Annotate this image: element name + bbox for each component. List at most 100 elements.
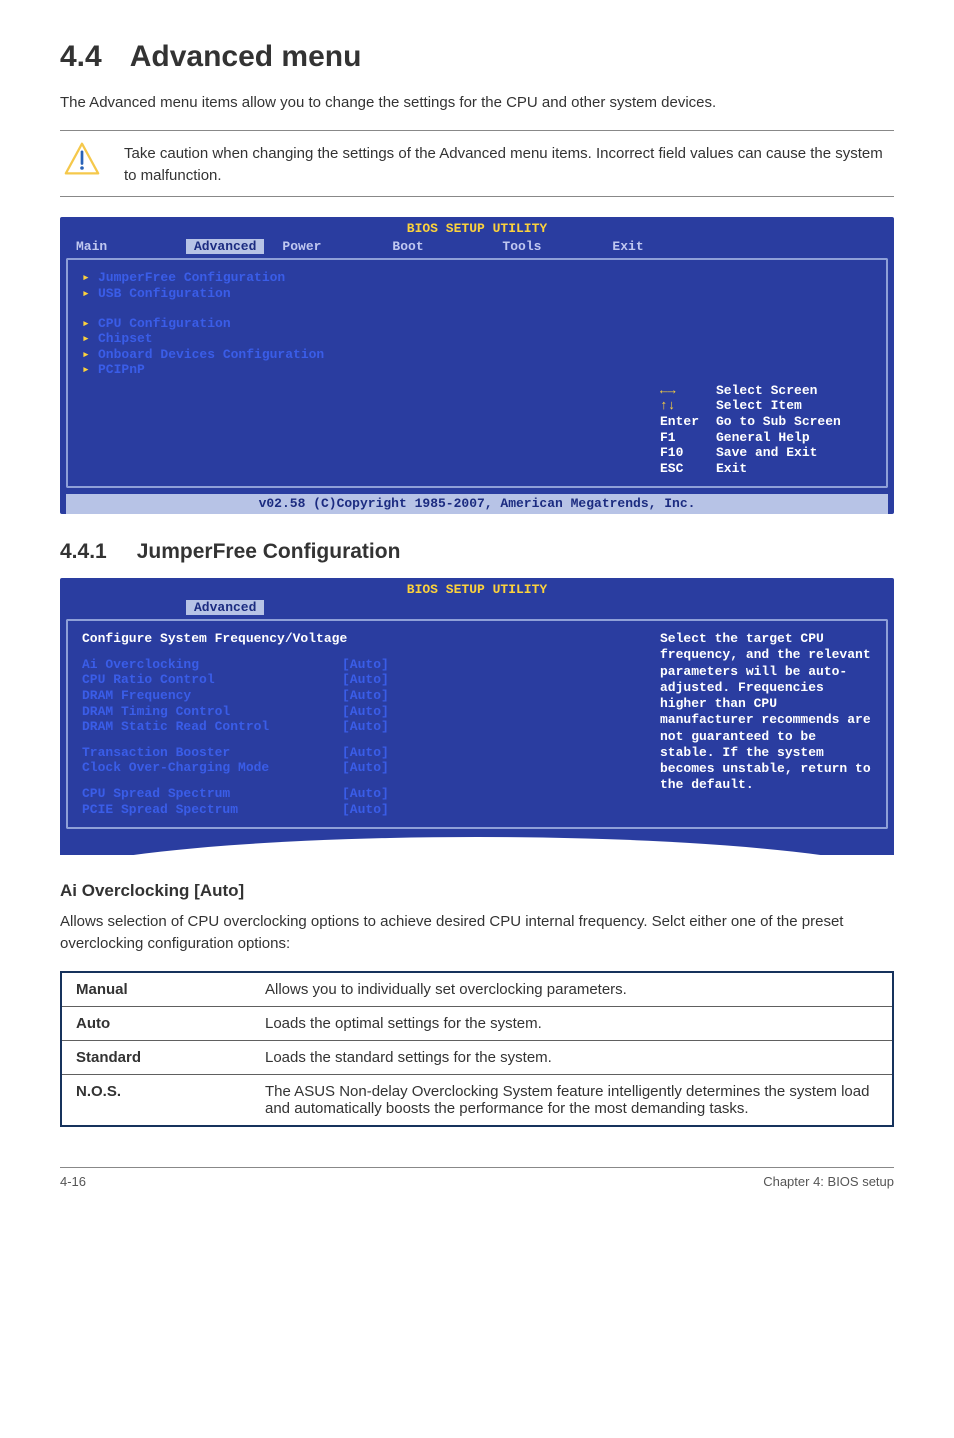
config-row[interactable]: CPU Spread Spectrum[Auto] — [82, 786, 634, 802]
help-text: Exit — [716, 461, 747, 477]
tab-tools[interactable]: Tools — [502, 239, 612, 255]
tab-advanced[interactable]: Advanced — [186, 239, 264, 255]
subsection-title-text: JumperFree Configuration — [137, 540, 401, 563]
help-key: Enter — [660, 414, 716, 430]
submenu-arrow-icon: ▸ — [82, 347, 98, 363]
config-key: CPU Ratio Control — [82, 672, 342, 688]
section-heading: 4.4 Advanced menu — [60, 40, 894, 74]
option-heading: Ai Overclocking [Auto] — [60, 881, 894, 901]
option-key: Standard — [61, 1040, 251, 1074]
option-desc: The ASUS Non-delay Overclocking System f… — [251, 1074, 893, 1126]
submenu-arrow-icon: ▸ — [82, 270, 98, 286]
menu-item[interactable]: ▸Chipset — [82, 331, 634, 347]
submenu-arrow-icon: ▸ — [82, 286, 98, 302]
config-value: [Auto] — [342, 760, 389, 776]
bios-menu-list: ▸JumperFree Configuration ▸USB Configura… — [66, 258, 648, 488]
page-number: 4-16 — [60, 1174, 86, 1189]
config-value: [Auto] — [342, 786, 389, 802]
panel-notch — [634, 847, 672, 861]
section-title-text: Advanced menu — [130, 40, 362, 73]
config-key: Transaction Booster — [82, 745, 342, 761]
config-key: DRAM Timing Control — [82, 704, 342, 720]
help-key: F1 — [660, 430, 716, 446]
config-key: Ai Overclocking — [82, 657, 342, 673]
bios-panel-advanced: BIOS SETUP UTILITY Main Advanced Power B… — [60, 217, 894, 514]
bios-panel-jumperfree: BIOS SETUP UTILITY Advanced Configure Sy… — [60, 578, 894, 835]
submenu-arrow-icon: ▸ — [82, 316, 98, 332]
config-key: Clock Over-Charging Mode — [82, 760, 342, 776]
help-key: F10 — [660, 445, 716, 461]
option-desc: Loads the optimal settings for the syste… — [251, 1006, 893, 1040]
page-footer: 4-16 Chapter 4: BIOS setup — [60, 1167, 894, 1189]
menu-label: CPU Configuration — [98, 316, 231, 332]
table-row: Manual Allows you to individually set ov… — [61, 972, 893, 1007]
help-key: ↑↓ — [660, 398, 716, 414]
section-number: 4.4 — [60, 40, 102, 73]
bios-tab-bar: Main Advanced Power Boot Tools Exit — [60, 239, 894, 259]
config-row[interactable]: PCIE Spread Spectrum[Auto] — [82, 802, 634, 818]
help-text: Save and Exit — [716, 445, 817, 461]
submenu-arrow-icon: ▸ — [82, 331, 98, 347]
menu-label: JumperFree Configuration — [98, 270, 285, 286]
config-row[interactable]: Clock Over-Charging Mode[Auto] — [82, 760, 634, 776]
menu-item[interactable]: ▸PCIPnP — [82, 362, 634, 378]
config-heading: Configure System Frequency/Voltage — [82, 631, 634, 647]
caution-callout: Take caution when changing the settings … — [60, 130, 894, 198]
bios-copyright: v02.58 (C)Copyright 1985-2007, American … — [66, 494, 888, 514]
menu-item[interactable]: ▸Onboard Devices Configuration — [82, 347, 634, 363]
menu-label: USB Configuration — [98, 286, 231, 302]
table-row: Auto Loads the optimal settings for the … — [61, 1006, 893, 1040]
table-row: Standard Loads the standard settings for… — [61, 1040, 893, 1074]
bios-tab-bar-single: Advanced — [60, 600, 894, 620]
caution-icon — [64, 141, 100, 177]
config-value: [Auto] — [342, 719, 389, 735]
help-key: ←→ — [660, 383, 716, 399]
option-key: N.O.S. — [61, 1074, 251, 1126]
help-text: Select Item — [716, 398, 802, 414]
config-row[interactable]: Transaction Booster[Auto] — [82, 745, 634, 761]
menu-item[interactable]: ▸JumperFree Configuration — [82, 270, 634, 286]
option-desc: Loads the standard settings for the syst… — [251, 1040, 893, 1074]
bios-title: BIOS SETUP UTILITY — [60, 578, 894, 600]
subsection-heading: 4.4.1 JumperFree Configuration — [60, 540, 894, 564]
config-row[interactable]: CPU Ratio Control[Auto] — [82, 672, 634, 688]
config-row[interactable]: Ai Overclocking[Auto] — [82, 657, 634, 673]
help-key: ESC — [660, 461, 716, 477]
tab-advanced[interactable]: Advanced — [186, 600, 264, 616]
subsection-number: 4.4.1 — [60, 540, 107, 563]
help-text: Select Screen — [716, 383, 817, 399]
menu-label: PCIPnP — [98, 362, 145, 378]
tab-main[interactable]: Main — [76, 239, 186, 255]
config-value: [Auto] — [342, 704, 389, 720]
config-key: DRAM Static Read Control — [82, 719, 342, 735]
bios-help-pane: ←→Select Screen ↑↓Select Item EnterGo to… — [648, 258, 888, 488]
config-description: Select the target CPU frequency, and the… — [660, 631, 874, 801]
config-key: PCIE Spread Spectrum — [82, 802, 342, 818]
menu-label: Chipset — [98, 331, 153, 347]
menu-label: Onboard Devices Configuration — [98, 347, 324, 363]
config-key: DRAM Frequency — [82, 688, 342, 704]
tab-power[interactable]: Power — [282, 239, 392, 255]
tab-exit[interactable]: Exit — [612, 239, 722, 255]
submenu-arrow-icon: ▸ — [82, 362, 98, 378]
tab-boot[interactable]: Boot — [392, 239, 502, 255]
bios-config-list: Configure System Frequency/Voltage Ai Ov… — [66, 619, 648, 829]
bios-title: BIOS SETUP UTILITY — [60, 217, 894, 239]
config-key: CPU Spread Spectrum — [82, 786, 342, 802]
option-desc: Allows you to individually set overclock… — [251, 972, 893, 1007]
config-value: [Auto] — [342, 688, 389, 704]
config-row[interactable]: DRAM Timing Control[Auto] — [82, 704, 634, 720]
menu-item[interactable]: ▸CPU Configuration — [82, 316, 634, 332]
config-row[interactable]: DRAM Static Read Control[Auto] — [82, 719, 634, 735]
config-value: [Auto] — [342, 745, 389, 761]
config-row[interactable]: DRAM Frequency[Auto] — [82, 688, 634, 704]
bios-help-pane: Select the target CPU frequency, and the… — [648, 619, 888, 829]
config-value: [Auto] — [342, 657, 389, 673]
caution-text: Take caution when changing the settings … — [124, 141, 894, 187]
config-value: [Auto] — [342, 672, 389, 688]
help-text: Go to Sub Screen — [716, 414, 841, 430]
intro-paragraph: The Advanced menu items allow you to cha… — [60, 92, 894, 114]
chapter-label: Chapter 4: BIOS setup — [763, 1174, 894, 1189]
option-key: Auto — [61, 1006, 251, 1040]
menu-item[interactable]: ▸USB Configuration — [82, 286, 634, 302]
